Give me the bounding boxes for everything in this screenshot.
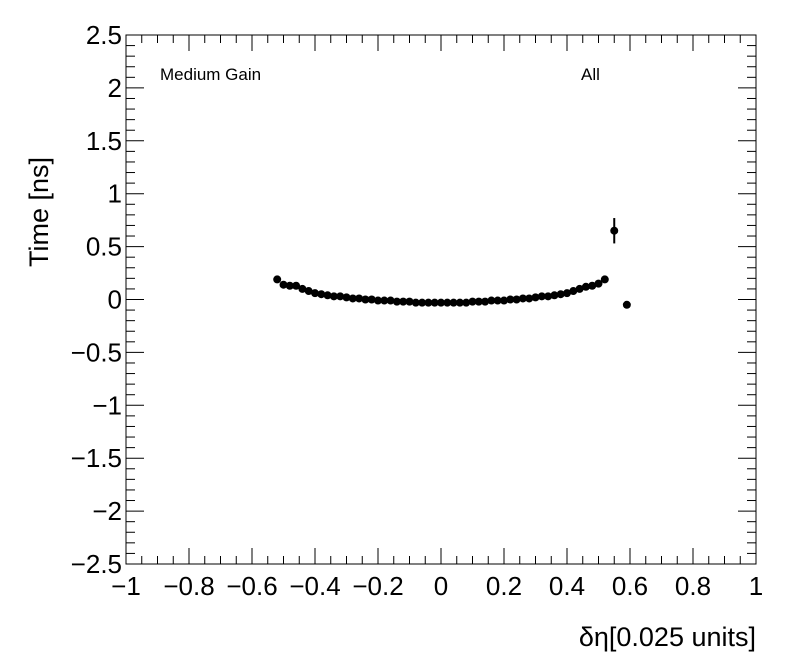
- y-tick-label: −1: [92, 390, 122, 420]
- y-tick-label: −2.5: [71, 549, 122, 579]
- data-point: [512, 295, 521, 304]
- x-tick-label: −0.8: [163, 571, 214, 601]
- data-point: [622, 300, 631, 309]
- x-tick-label: −0.6: [226, 571, 277, 601]
- data-point: [348, 294, 357, 303]
- data-point: [493, 296, 502, 305]
- annotation: Medium Gain: [160, 65, 261, 84]
- data-point: [575, 284, 584, 293]
- data-point: [311, 289, 319, 298]
- data-point: [563, 289, 571, 298]
- data-point: [588, 281, 597, 290]
- data-point: [361, 295, 370, 304]
- data-point: [336, 292, 345, 301]
- data-point: [411, 298, 420, 307]
- x-tick-label: −0.2: [352, 571, 403, 601]
- data-point: [317, 290, 326, 299]
- data-point: [518, 294, 527, 303]
- data-point: [531, 293, 540, 302]
- data-point: [342, 293, 351, 302]
- data-point: [367, 295, 376, 304]
- y-tick-label: −2: [92, 496, 122, 526]
- data-point: [279, 280, 288, 289]
- data-point: [399, 297, 408, 306]
- data-point: [474, 297, 483, 306]
- data-point: [298, 284, 307, 293]
- y-tick-label: 2.5: [86, 20, 122, 50]
- data-point: [581, 282, 590, 291]
- x-tick-label: 0.6: [612, 571, 648, 601]
- data-point: [544, 292, 553, 301]
- data-point: [443, 298, 452, 307]
- x-axis-title: δη[0.025 units]: [579, 622, 756, 652]
- y-axis-title: Time [ns]: [24, 157, 54, 267]
- data-point: [392, 297, 401, 306]
- data-point: [430, 298, 439, 307]
- data-point: [292, 281, 301, 290]
- data-point: [418, 298, 427, 307]
- data-point: [594, 279, 603, 288]
- data-point: [323, 291, 332, 300]
- data-point: [449, 298, 458, 307]
- data-point: [556, 290, 565, 299]
- data-point: [500, 296, 508, 305]
- data-point: [304, 287, 313, 296]
- data-point: [285, 281, 294, 290]
- y-tick-label: −1.5: [71, 443, 122, 473]
- x-tick-label: 0.4: [549, 571, 585, 601]
- x-tick-label: −0.4: [289, 571, 340, 601]
- x-tick-label: 1: [749, 571, 763, 601]
- y-tick-label: 1.5: [86, 126, 122, 156]
- data-point: [424, 298, 433, 307]
- data-point: [329, 292, 338, 301]
- y-tick-label: 1: [108, 179, 122, 209]
- data-point: [610, 226, 619, 235]
- data-point: [355, 294, 364, 303]
- data-point: [525, 294, 534, 303]
- data-point: [374, 296, 382, 305]
- data-point: [569, 287, 578, 296]
- data-point: [405, 297, 414, 306]
- data-point: [550, 291, 559, 300]
- data-point: [386, 296, 395, 305]
- data-point: [455, 298, 464, 307]
- data-point: [468, 297, 477, 306]
- data-point: [537, 292, 546, 301]
- data-point: [273, 275, 282, 284]
- y-tick-label: 0: [108, 285, 122, 315]
- data-point: [462, 298, 471, 307]
- y-tick-label: 2: [108, 73, 122, 103]
- x-tick-label: 0.2: [486, 571, 522, 601]
- x-tick-label: 0.8: [675, 571, 711, 601]
- data-point: [481, 297, 490, 306]
- data-point: [380, 296, 389, 305]
- data-point: [437, 298, 445, 307]
- data-point: [600, 275, 609, 284]
- x-tick-label: 0: [434, 571, 448, 601]
- x-tick-label: −1: [111, 571, 141, 601]
- annotation: All: [581, 65, 600, 84]
- data-point: [487, 296, 496, 305]
- y-tick-label: −0.5: [71, 337, 122, 367]
- y-tick-label: 0.5: [86, 232, 122, 262]
- data-point: [506, 295, 515, 304]
